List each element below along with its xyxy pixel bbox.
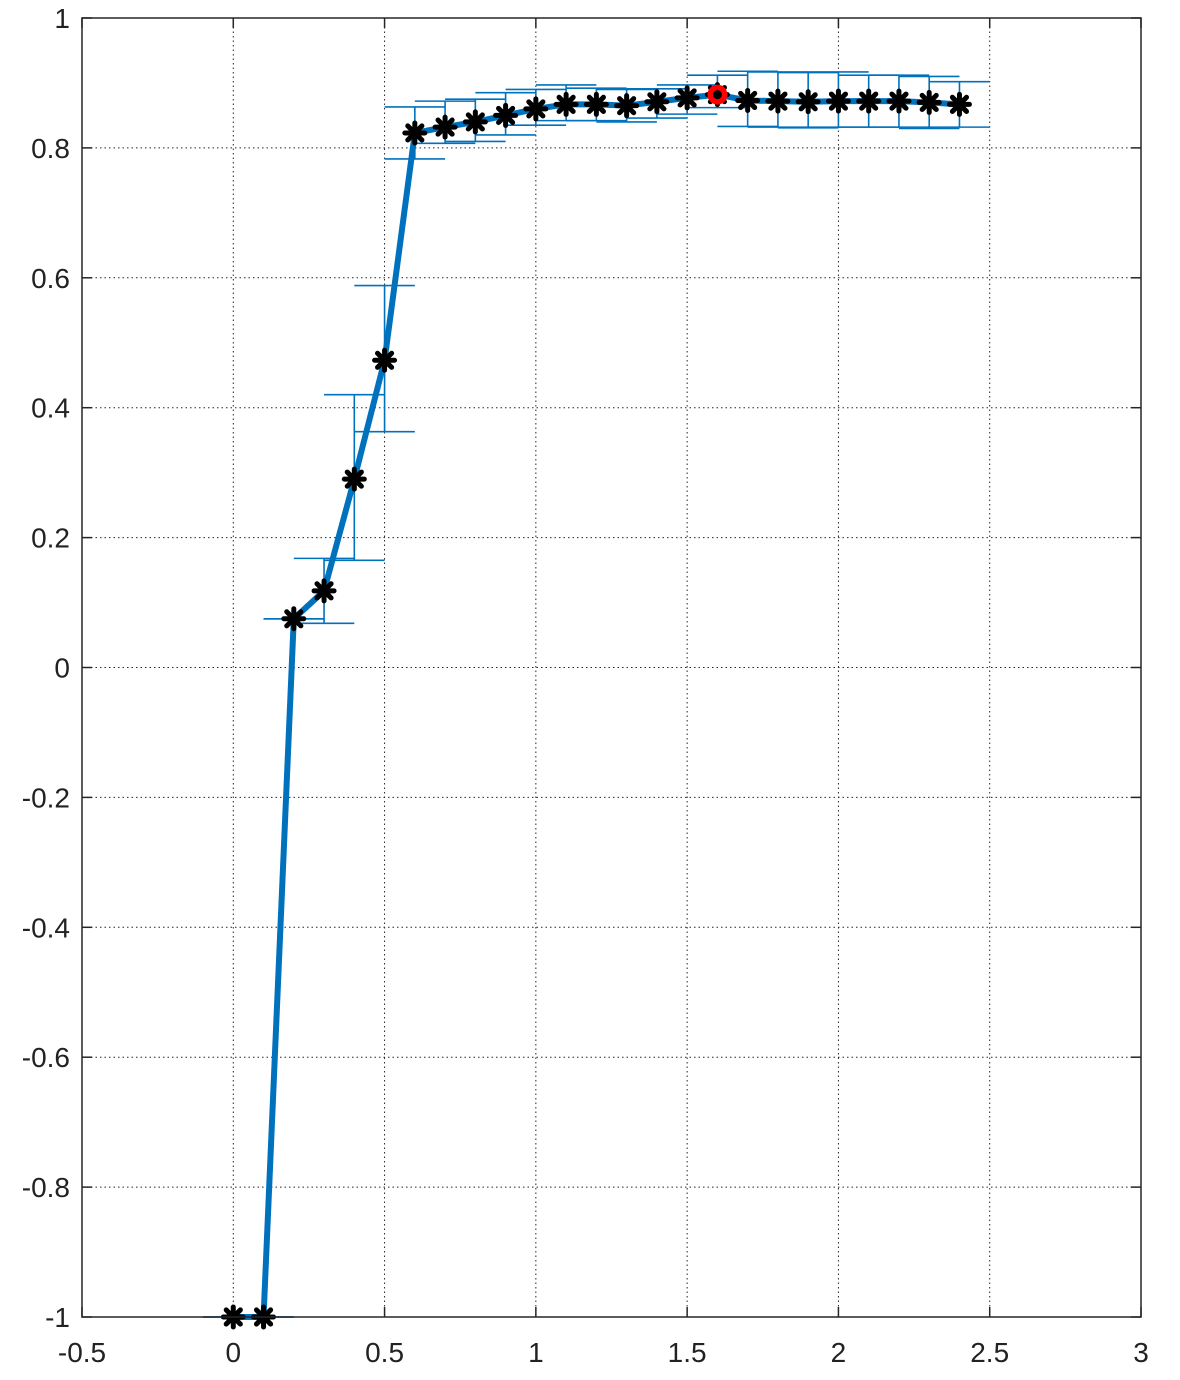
data-point — [311, 578, 337, 604]
error-bars — [203, 70, 990, 1318]
x-tick-label: 3 — [1133, 1337, 1149, 1368]
grid-lines — [82, 18, 1141, 1317]
data-point — [553, 91, 579, 117]
asterisk-stroke — [465, 112, 485, 132]
y-tick-label: 0.8 — [31, 133, 70, 164]
y-tick-label: 1 — [54, 3, 70, 34]
data-point — [614, 93, 640, 119]
y-tick-labels: -1 -0.8 -0.6 -0.4 -0.2 0 0.2 0.4 0.6 0.8 1 — [22, 3, 70, 1333]
data-point — [735, 87, 761, 113]
y-tick-label: 0.4 — [31, 393, 70, 424]
y-tick-label: 0 — [54, 653, 70, 684]
y-tick-label: 0.2 — [31, 523, 70, 554]
data-point — [493, 102, 519, 128]
asterisk-stroke — [375, 350, 395, 370]
plot-frame — [81, 17, 1142, 1318]
x-tick-label: 0.5 — [365, 1337, 404, 1368]
asterisk-stroke — [919, 92, 939, 113]
data-point — [644, 89, 670, 115]
asterisk-stroke — [586, 94, 606, 114]
y-tick-label: 0.6 — [31, 263, 70, 294]
asterisk-stroke — [496, 105, 516, 125]
data-point — [674, 85, 700, 111]
x-tick-label: 1.5 — [668, 1337, 707, 1368]
data-point — [462, 109, 488, 135]
asterisk-stroke — [859, 91, 879, 111]
asterisk-stroke — [889, 91, 909, 111]
data-point — [916, 89, 942, 115]
asterisk-stroke — [314, 581, 334, 601]
data-point — [523, 96, 549, 122]
data-point — [372, 347, 398, 373]
data-point — [856, 88, 882, 114]
highlight-dot — [712, 90, 722, 100]
asterisk-stroke — [405, 123, 425, 143]
asterisk-stroke — [647, 92, 667, 112]
data-point — [341, 466, 367, 492]
data-point — [765, 88, 791, 114]
asterisk-stroke — [738, 90, 758, 111]
data-point — [583, 91, 609, 117]
asterisk-stroke — [949, 94, 970, 114]
y-tick-label: -0.4 — [22, 912, 70, 943]
asterisk-stroke — [768, 91, 788, 111]
data-markers — [220, 82, 972, 1330]
asterisk-stroke — [798, 92, 818, 112]
x-tick-label: -0.5 — [58, 1337, 106, 1368]
data-point — [402, 120, 428, 146]
x-tick-label: 2.5 — [970, 1337, 1009, 1368]
y-tick-label: -0.8 — [22, 1172, 70, 1203]
asterisk-stroke — [617, 96, 637, 116]
x-tick-label: 0 — [225, 1337, 241, 1368]
x-tick-label: 2 — [831, 1337, 847, 1368]
asterisk-stroke — [556, 94, 576, 114]
data-point — [886, 88, 912, 114]
asterisk-stroke — [828, 91, 848, 111]
y-tick-label: -1 — [45, 1302, 70, 1333]
y-tick-label: -0.2 — [22, 782, 70, 813]
y-tick-label: -0.6 — [22, 1042, 70, 1073]
asterisk-stroke — [344, 469, 364, 489]
x-tick-label: 1 — [528, 1337, 544, 1368]
asterisk-stroke — [526, 99, 546, 119]
highlight-group — [707, 84, 728, 105]
data-point — [946, 91, 972, 117]
asterisk-stroke — [284, 609, 304, 629]
data-point — [825, 88, 851, 114]
data-point — [281, 606, 307, 632]
asterisk-stroke — [435, 117, 455, 137]
data-point — [432, 114, 458, 140]
data-point — [795, 89, 821, 115]
asterisk-stroke — [677, 88, 697, 108]
x-tick-labels: -0.5 0 0.5 1 1.5 2 2.5 3 — [58, 1337, 1149, 1368]
